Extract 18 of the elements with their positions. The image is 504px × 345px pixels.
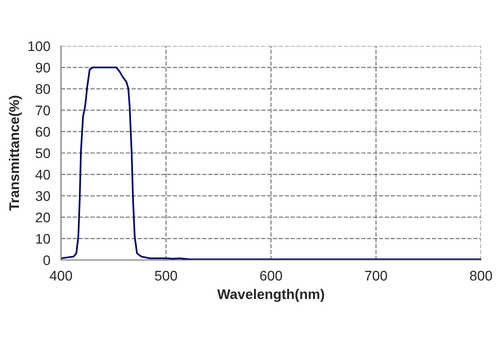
y-tick-label: 60 — [36, 126, 50, 137]
x-tick-label: 400 — [50, 270, 72, 281]
y-tick-label: 10 — [36, 234, 50, 244]
x-tick-label: 700 — [365, 270, 388, 281]
x-tick-label: 500 — [154, 270, 178, 281]
x-axis-title: Wavelength(nm) — [217, 288, 324, 302]
y-tick-label: 100 — [28, 41, 50, 52]
x-tick-label: 600 — [260, 270, 282, 281]
y-tick-label: 40 — [35, 170, 50, 180]
y-tick-label: 30 — [36, 191, 50, 201]
y-tick-label: 50 — [36, 148, 50, 158]
y-tick-label: 70 — [36, 106, 50, 116]
x-tick-label: 800 — [470, 270, 492, 281]
y-axis-title: Transmittance(%) — [8, 96, 22, 211]
y-tick-label: 20 — [36, 212, 50, 222]
y-tick-label: 80 — [36, 84, 50, 94]
y-tick-label: 90 — [36, 62, 50, 73]
y-tick-label: 0 — [43, 255, 50, 266]
